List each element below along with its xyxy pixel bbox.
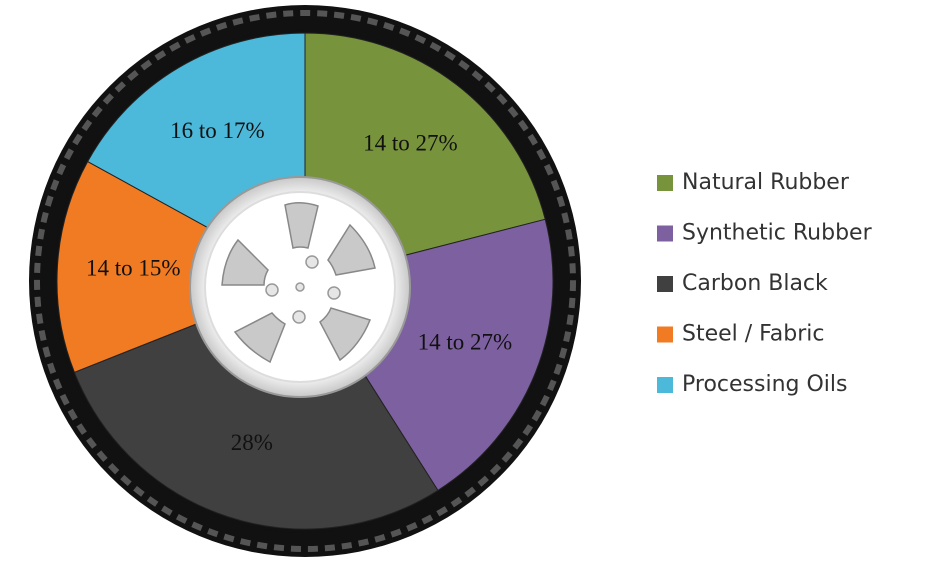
legend: Natural Rubber Synthetic Rubber Carbon Bla…	[657, 170, 873, 397]
legend-swatch	[657, 276, 673, 292]
slice-label: 14 to 15%	[86, 255, 181, 280]
legend-swatch	[657, 377, 673, 393]
tire-tread	[34, 10, 576, 552]
legend-swatch	[657, 225, 673, 242]
slice-labels: 14 to 27% 14 to 27% 28% 14 to 15% 16 to 17%	[86, 118, 512, 455]
slice-label: 14 to 27%	[363, 130, 458, 155]
legend-label: Carbon Black	[682, 271, 828, 296]
legend-swatch	[657, 175, 673, 191]
slice-label: 28%	[231, 430, 273, 455]
legend-label: Steel / Fabric	[682, 322, 825, 347]
legend-swatch	[657, 326, 673, 343]
wheel-hub	[189, 176, 411, 398]
pie-slice	[73, 280, 439, 530]
legend-label: Synthetic Rubber	[682, 221, 873, 246]
pie-slice	[56, 160, 307, 373]
slice-label: 16 to 17%	[170, 118, 265, 143]
slice-label: 14 to 27%	[418, 330, 513, 355]
legend-label: Processing Oils	[682, 372, 847, 397]
legend-label: Natural Rubber	[682, 170, 850, 195]
